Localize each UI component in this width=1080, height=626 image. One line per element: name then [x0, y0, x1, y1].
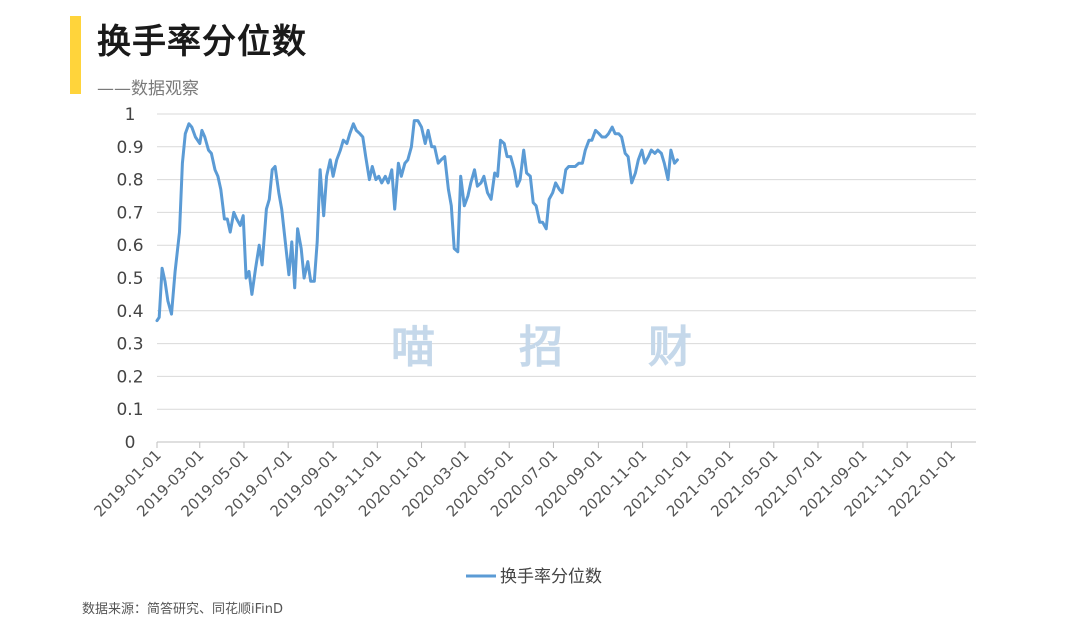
legend: 换手率分位数: [466, 567, 602, 587]
y-tick-label: 0.6: [116, 236, 143, 256]
x-axis-ticks: 2019-01-012019-03-012019-05-012019-07-01…: [90, 446, 959, 520]
y-tick-label: 0.7: [116, 203, 143, 223]
title-accent-bar: [70, 16, 81, 94]
y-tick-label: 0.1: [116, 400, 143, 420]
grid-lines: [157, 113, 976, 410]
y-tick-label: 0.2: [116, 367, 143, 387]
y-tick-label: 0: [125, 433, 136, 453]
y-tick-label: 0.4: [116, 302, 143, 322]
watermark: 喵招财: [391, 322, 692, 373]
watermark-glyph: 喵: [391, 322, 435, 373]
watermark-glyph: 财: [648, 322, 692, 373]
series-line: [155, 119, 679, 323]
page-subtitle: ——数据观察: [97, 79, 199, 99]
x-axis: [156, 441, 976, 448]
series-layer: [155, 119, 679, 323]
y-axis-ticks: 0 0.1 0.2 0.3 0.4 0.5 0.6 0.7 0.8 0.9 1: [116, 105, 143, 453]
y-tick-label: 0.5: [116, 269, 143, 289]
source-note: 数据来源：简答研究、同花顺iFinD: [82, 602, 284, 617]
legend-label: 换手率分位数: [500, 567, 602, 587]
y-tick-label: 0.9: [116, 138, 143, 158]
watermark-glyph: 招: [519, 322, 563, 373]
page-title: 换手率分位数: [97, 22, 307, 62]
y-tick-label: 0.8: [116, 171, 143, 191]
y-tick-label: 0.3: [116, 335, 143, 355]
y-tick-label: 1: [125, 105, 136, 125]
